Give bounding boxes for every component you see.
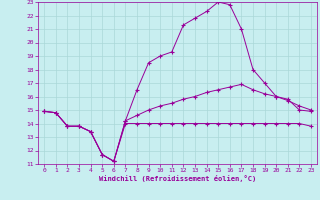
X-axis label: Windchill (Refroidissement éolien,°C): Windchill (Refroidissement éolien,°C)	[99, 175, 256, 182]
